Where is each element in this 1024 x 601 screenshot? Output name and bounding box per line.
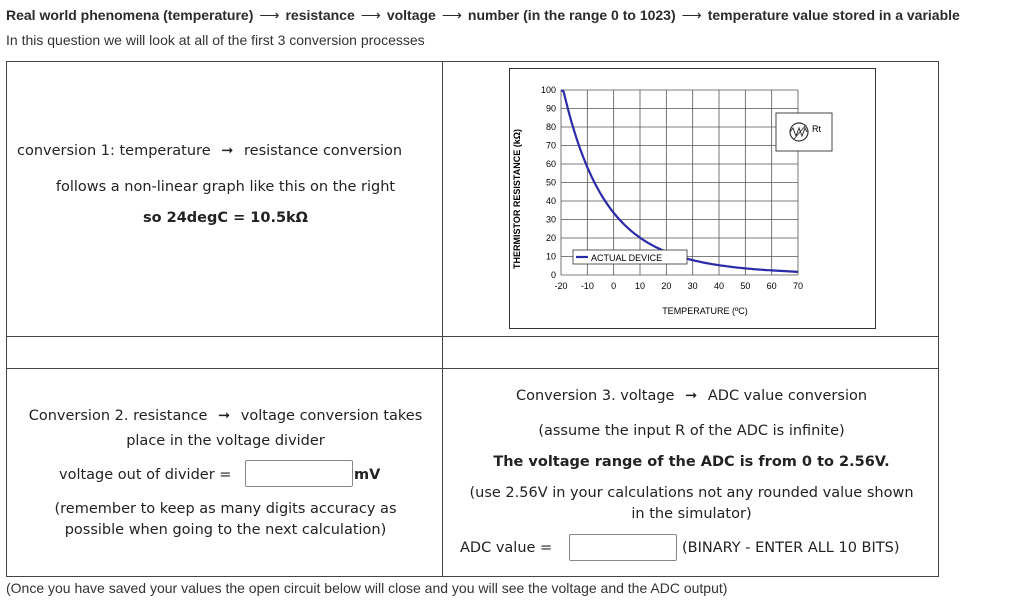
conv2-line1: Conversion 2. resistance ➞ voltage conve…: [7, 408, 444, 424]
x-tick-label: 50: [740, 281, 750, 291]
y-tick-label: 70: [546, 141, 556, 151]
conv3-label-b: ADC value conversion: [707, 388, 868, 404]
legend-label: ACTUAL DEVICE: [591, 253, 662, 263]
thermistor-slash: [793, 124, 807, 140]
empty-cell-right: [442, 336, 939, 369]
conv1-line3: so 24degC = 10.5kΩ: [142, 210, 309, 226]
y-tick-label: 60: [546, 159, 556, 169]
adc-suffix: (BINARY - ENTER ALL 10 BITS): [682, 540, 900, 556]
conv2-label-b: voltage conversion takes: [240, 408, 423, 424]
header-voltage: voltage: [386, 7, 436, 23]
y-tick-label: 10: [546, 252, 556, 262]
conv3-line4: (use 2.56V in your calculations not any …: [469, 485, 914, 501]
y-tick-label: 80: [546, 122, 556, 132]
legend-box: [572, 249, 688, 265]
y-tick-label: 50: [546, 178, 556, 188]
header-variable: temperature value stored in a variable: [707, 7, 960, 23]
x-tick-label: -20: [554, 281, 567, 291]
arrow-icon: ⟶: [259, 7, 280, 23]
conversion3-cell: Conversion 3. voltage ➞ ADC value conver…: [442, 368, 939, 577]
subtitle: In this question we will look at all of …: [6, 32, 425, 48]
arrow-icon: ⟶: [360, 7, 381, 23]
conv2-note2: possible when going to the next calculat…: [64, 522, 387, 538]
footer-note: (Once you have saved your values the ope…: [6, 580, 728, 596]
header-temperature: Real world phenomena (temperature): [6, 7, 254, 23]
x-tick-label: 30: [688, 281, 698, 291]
component-label: Rt: [812, 124, 821, 134]
arrow-icon: ➞: [685, 388, 698, 404]
empty-cell-left: [6, 336, 443, 369]
conv1-line1: conversion 1: temperature ➞ resistance c…: [17, 143, 402, 159]
voltage-input[interactable]: [245, 460, 353, 487]
conv3-line1: Conversion 3. voltage ➞ ADC value conver…: [443, 388, 940, 404]
conversion-table: conversion 1: temperature ➞ resistance c…: [6, 61, 939, 577]
conv3-line3: The voltage range of the ADC is from 0 t…: [493, 454, 890, 470]
conversion1-cell: conversion 1: temperature ➞ resistance c…: [6, 61, 443, 337]
voltage-label: voltage out of divider =: [59, 467, 232, 483]
conv1-label-b: resistance conversion: [244, 143, 403, 159]
header-number: number (in the range 0 to 1023): [467, 7, 676, 23]
x-tick-label: 0: [611, 281, 616, 291]
y-tick-label: 20: [546, 233, 556, 243]
conv3-line2: (assume the input R of the ADC is infini…: [538, 423, 845, 439]
y-tick-label: 40: [546, 196, 556, 206]
resistance-curve: [560, 89, 799, 273]
arrow-icon: ➞: [218, 408, 231, 424]
y-tick-label: 0: [551, 270, 556, 280]
arrow-icon: ➞: [221, 143, 234, 159]
conv2-line2: place in the voltage divider: [126, 433, 325, 449]
adc-input[interactable]: [569, 534, 677, 561]
y-axis-label: THERMISTOR RESISTANCE (kΩ): [512, 129, 522, 269]
conv3-line5: in the simulator): [631, 506, 752, 522]
arrow-icon: ⟶: [681, 7, 702, 23]
y-tick-label: 30: [546, 215, 556, 225]
conv1-label: conversion 1: temperature: [17, 143, 211, 159]
graph-cell: 100 90 80 70 60 50 40 30 20 10 0 -20 -10 0 10 20 30 40 50…: [442, 61, 939, 337]
conv3-label: Conversion 3. voltage: [515, 388, 675, 404]
x-tick-label: 60: [767, 281, 777, 291]
conversion2-cell: Conversion 2. resistance ➞ voltage conve…: [6, 368, 443, 577]
conv2-label: Conversion 2. resistance: [28, 408, 208, 424]
x-axis-label: TEMPERATURE (ºC): [662, 306, 748, 316]
header-resistance: resistance: [285, 7, 355, 23]
conv1-line2: follows a non-linear graph like this on …: [55, 179, 396, 195]
conv2-note1: (remember to keep as many digits accurac…: [54, 501, 397, 517]
adc-label: ADC value =: [460, 540, 553, 556]
x-tick-label: 20: [661, 281, 671, 291]
x-tick-label: -10: [581, 281, 594, 291]
voltage-unit: mV: [354, 467, 381, 483]
y-tick-label: 100: [541, 85, 556, 95]
resistor-zigzag-icon: [789, 126, 808, 138]
x-tick-label: 70: [793, 281, 803, 291]
thermistor-graph: 100 90 80 70 60 50 40 30 20 10 0 -20 -10 0 10 20 30 40 50…: [509, 68, 876, 329]
x-tick-label: 10: [635, 281, 645, 291]
x-tick-label: 40: [714, 281, 724, 291]
arrow-icon: ⟶: [441, 7, 462, 23]
header-flow: Real world phenomena (temperature) ⟶ resis…: [6, 7, 960, 24]
y-tick-label: 90: [546, 104, 556, 114]
